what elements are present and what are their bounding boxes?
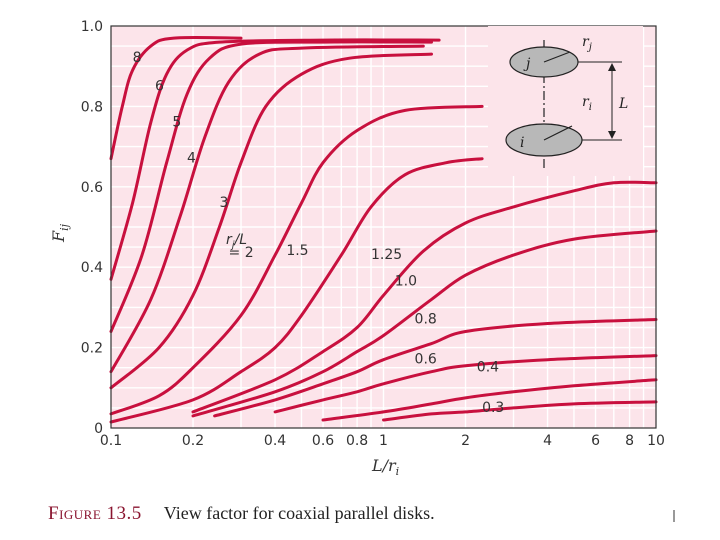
- radius-i-label: ri: [582, 94, 592, 113]
- y-tick-label: 0.4: [81, 260, 103, 276]
- spacing-arrow-top: [608, 63, 616, 71]
- curve-2: [109, 104, 484, 416]
- y-tick-labels: 0 0.2 0.4 0.6 0.8 1.0: [81, 19, 103, 437]
- curve-1-0: [191, 229, 658, 418]
- parameter-label-main: r: [226, 232, 233, 248]
- x-tick-labels: 0.1 0.2 0.4 0.6 0.8 1 2 4 6 8 10: [100, 433, 665, 449]
- curve-label-6: 6: [155, 78, 164, 94]
- radius-j-sub: j: [587, 42, 592, 53]
- disk-diagram: j i rj ri L: [488, 26, 643, 176]
- y-axis-title-sub: ij: [58, 223, 71, 231]
- curve-label-0-4: 0.4: [477, 360, 499, 376]
- curve-label-0-6: 0.6: [415, 352, 437, 368]
- radius-i-line: [543, 125, 573, 141]
- spacing-arrow-bottom: [608, 131, 616, 139]
- spacing-label: L: [618, 96, 628, 112]
- curve-label-3: 3: [219, 195, 228, 211]
- disk-i-label: i: [520, 135, 524, 151]
- curve-1-5: [109, 157, 484, 424]
- x-tick-label: 10: [647, 433, 665, 449]
- y-tick-label: 1.0: [81, 19, 103, 35]
- curve-label-5: 5: [172, 115, 181, 131]
- radius-j-main: r: [582, 34, 590, 50]
- curve-label-8: 8: [133, 50, 142, 66]
- x-axis-title: L/ri: [371, 456, 399, 478]
- x-axis-title-main: L/r: [371, 456, 397, 475]
- radius-i-sub: i: [589, 102, 592, 113]
- y-axis-title: Fij: [49, 223, 71, 243]
- x-tick-label: 1: [379, 433, 388, 449]
- curve-5: [109, 40, 433, 333]
- curve-label-0-3: 0.3: [482, 400, 504, 416]
- curve-label-1-5: 1.5: [286, 243, 308, 259]
- x-tick-label: 0.2: [182, 433, 204, 449]
- x-tick-label: 0.8: [346, 433, 368, 449]
- x-tick-label: 8: [625, 433, 634, 449]
- caption-text: View factor for coaxial parallel disks.: [163, 503, 435, 523]
- x-tick-label: 4: [543, 433, 552, 449]
- curve-0-4: [321, 378, 658, 422]
- x-axis-title-sub: i: [396, 465, 400, 478]
- curve-0-3: [382, 400, 658, 422]
- curve-label-1-25: 1.25: [371, 247, 402, 263]
- curve-label-4: 4: [187, 151, 196, 167]
- x-tick-label: 0.4: [264, 433, 286, 449]
- radius-i-main: r: [582, 94, 590, 110]
- curve-4: [109, 44, 425, 374]
- y-tick-label: 0.6: [81, 180, 103, 196]
- page-edge-mark: [673, 510, 675, 522]
- curve-0-6: [273, 354, 658, 414]
- y-tick-label: 0: [94, 421, 103, 437]
- curves: [109, 35, 658, 424]
- curve-label-2: = 2: [229, 245, 254, 261]
- radius-j-line: [543, 51, 571, 63]
- x-tick-label: 6: [591, 433, 600, 449]
- parameter-label: rj/L: [226, 232, 247, 251]
- curve-6: [109, 38, 441, 281]
- curve-3: [109, 52, 433, 390]
- x-tick-label: 2: [461, 433, 470, 449]
- curve-label-1-0: 1.0: [395, 273, 417, 289]
- figure-caption: Figure 13.5 View factor for coaxial paral…: [48, 503, 435, 525]
- x-tick-label: 0.6: [312, 433, 334, 449]
- view-factor-chart: 0.1 0.2 0.4 0.6 0.8 1 2 4 6 8 10 00.20.40.60.81.0 …: [49, 19, 665, 478]
- figure-number: Figure 13.5: [48, 503, 142, 524]
- radius-j-label: rj: [582, 34, 592, 53]
- curve-labels: 86 5 4 3 = 2 1.5 1.25 1.0 0.8 0.6 0.4 0.3: [133, 50, 505, 416]
- parameter-label-sub: j: [230, 240, 235, 251]
- disk-j-label: j: [523, 56, 531, 72]
- curve-0-8: [213, 318, 658, 418]
- y-axis-title-main: F: [49, 230, 68, 243]
- y-tick-label: 0.8: [81, 99, 103, 115]
- curve-8: [109, 35, 243, 161]
- parameter-label-rest: /L: [233, 232, 248, 248]
- curve-label-0-8: 0.8: [415, 311, 437, 327]
- curve-1-25: [191, 180, 658, 414]
- y-tick-label: 0.2: [81, 341, 103, 357]
- plot-frame: [110, 25, 657, 429]
- x-tick-label: 0.1: [100, 433, 122, 449]
